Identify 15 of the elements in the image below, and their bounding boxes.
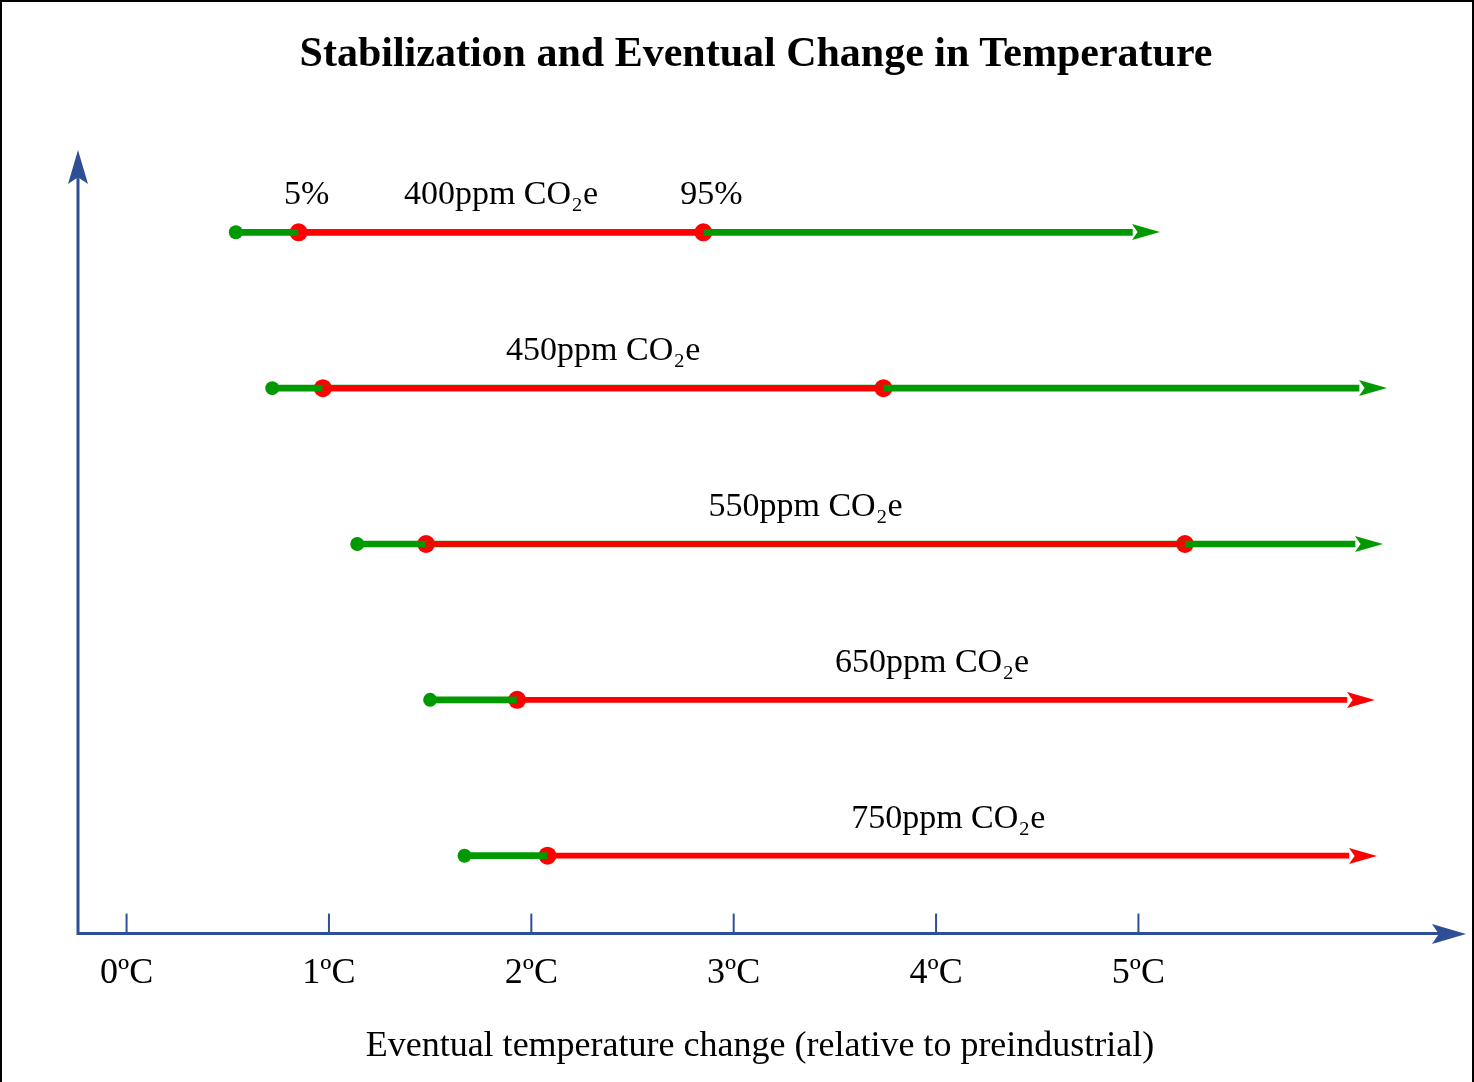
x-tick-label: 4ºC <box>909 950 963 991</box>
y-tick-label: 450ppm CO₂e <box>506 330 701 368</box>
y-tick-label: 750ppm CO₂e <box>851 797 1046 835</box>
annotation: 95% <box>680 174 743 212</box>
x-tick-label: 0ºC <box>99 950 154 991</box>
y-tick-label: 650ppm CO₂e <box>834 641 1030 679</box>
annotation: 5% <box>283 174 330 212</box>
y-tick-label: 550ppm CO₂e <box>708 486 903 523</box>
x-tick-label: 2ºC <box>504 950 558 991</box>
x-tick-label: 1ºC <box>302 950 356 991</box>
x-tick-label: 3ºC <box>707 950 761 991</box>
x-axis-title: Eventual temperature change (relative to preindustrial) <box>365 1023 1155 1064</box>
x-tick-label: 5ºC <box>1111 950 1166 991</box>
chart-title: Stabilization and Eventual Change in Temperature <box>299 29 1213 76</box>
y-tick-label: 400ppm CO₂e <box>403 174 599 212</box>
